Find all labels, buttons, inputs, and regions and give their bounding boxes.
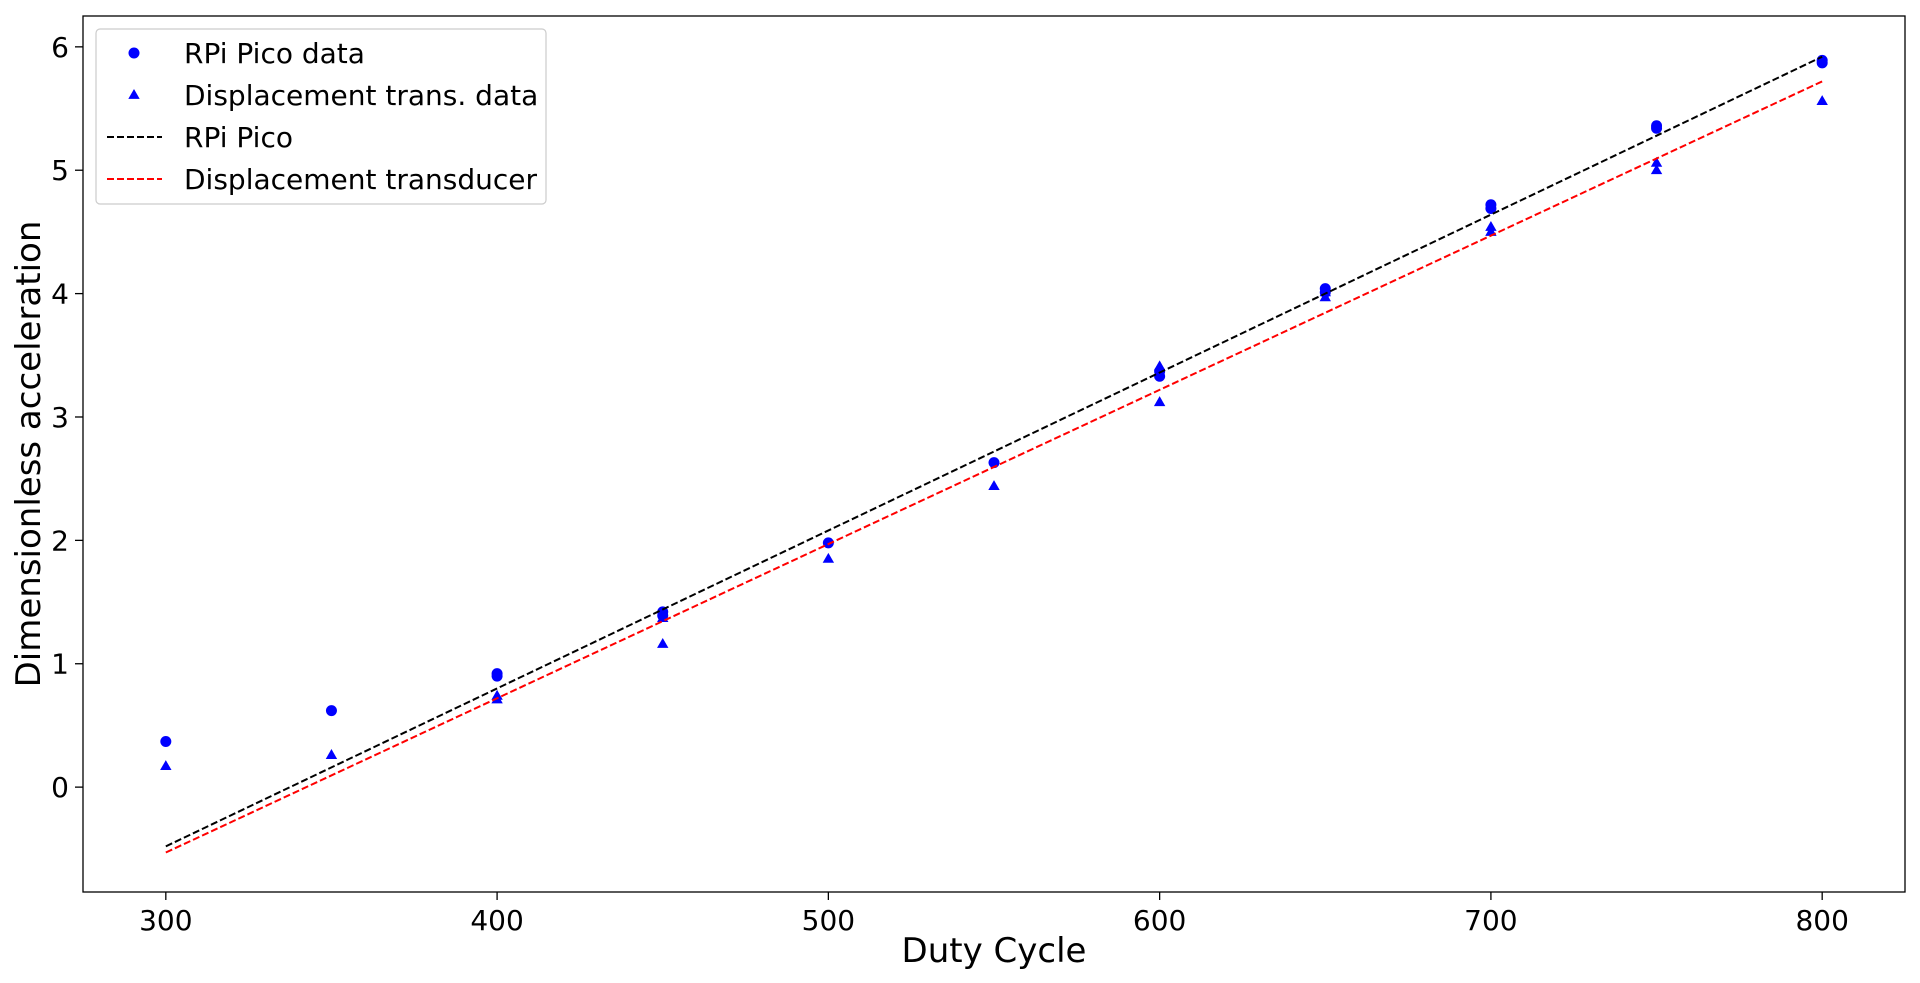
x-axis-label: Duty Cycle [902, 931, 1087, 971]
legend-label: RPi Pico [184, 121, 293, 154]
pico-point [325, 705, 337, 717]
legend: RPi Pico data Displacement trans. data RPi… [95, 28, 547, 205]
y-tick-label: 2 [51, 524, 69, 557]
x-tick-label: 800 [1795, 904, 1848, 937]
pico-point [1651, 122, 1663, 134]
plot-frame [82, 15, 1906, 893]
pico-point [491, 670, 503, 682]
pico-point [1816, 57, 1828, 69]
transducer-point [1153, 360, 1166, 371]
chart-marks [160, 54, 1828, 854]
legend-label: RPi Pico data [184, 37, 365, 70]
y-tick-label: 5 [51, 154, 69, 187]
y-tick-label: 1 [51, 648, 69, 681]
transducer-point [1650, 156, 1663, 167]
transducer-point [988, 480, 1000, 490]
legend-swatch-triangle [128, 89, 140, 99]
transducer-point [1650, 164, 1663, 175]
transducer-point [1153, 396, 1166, 407]
y-tick-label: 0 [51, 771, 69, 804]
transducer-point [1319, 291, 1331, 302]
x-tick-label: 700 [1464, 904, 1517, 937]
x-tick-label: 300 [139, 904, 192, 937]
transducer-point [325, 749, 338, 759]
fit-line-3 [165, 80, 1823, 854]
transducer-point [160, 760, 172, 771]
y-tick-label: 4 [51, 278, 69, 311]
transducer-point [822, 552, 835, 563]
y-axis-label: Dimensionless acceleration [9, 221, 49, 688]
x-axis-ticks: 300 400 500 600 700 800 [139, 892, 1849, 937]
transducer-point [657, 638, 669, 648]
pico-point [1485, 202, 1497, 214]
y-tick-label: 3 [51, 401, 69, 434]
x-tick-label: 500 [802, 904, 855, 937]
pico-point [1154, 370, 1166, 382]
legend-box [95, 28, 547, 205]
y-tick-label: 6 [51, 31, 69, 64]
legend-swatch-circle [128, 47, 140, 59]
legend-label: Displacement trans. data [184, 79, 538, 112]
y-axis-ticks: 0 1 2 3 4 5 6 [51, 31, 83, 804]
x-tick-label: 400 [470, 904, 523, 937]
fit-line-2 [165, 55, 1823, 848]
legend-label: Displacement transducer [184, 163, 538, 196]
pico-point [822, 537, 834, 549]
x-tick-label: 600 [1133, 904, 1186, 937]
transducer-point [1816, 95, 1828, 106]
pico-point [160, 735, 172, 747]
